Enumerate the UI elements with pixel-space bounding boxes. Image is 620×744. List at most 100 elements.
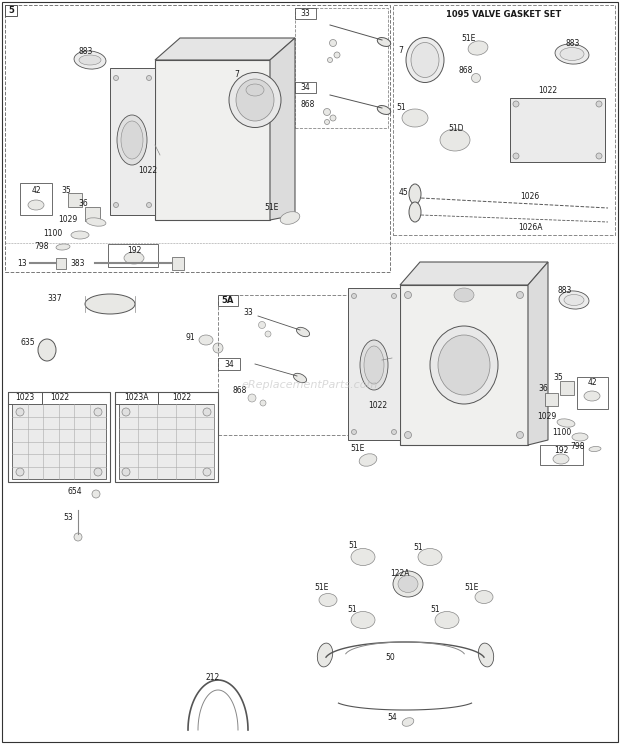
Text: 13: 13 — [17, 258, 27, 268]
Ellipse shape — [572, 433, 588, 441]
Ellipse shape — [364, 346, 384, 384]
Text: 91: 91 — [185, 333, 195, 341]
Bar — [577, 377, 608, 409]
Ellipse shape — [213, 343, 223, 353]
Ellipse shape — [71, 231, 89, 239]
Text: 51: 51 — [430, 606, 440, 615]
Circle shape — [74, 533, 82, 541]
Text: 34: 34 — [300, 83, 310, 92]
Text: 53: 53 — [63, 513, 73, 522]
Text: 51: 51 — [396, 103, 406, 112]
Ellipse shape — [409, 202, 421, 222]
Ellipse shape — [38, 339, 56, 361]
Text: 883: 883 — [79, 47, 93, 56]
Ellipse shape — [418, 548, 442, 565]
Text: 34: 34 — [224, 359, 234, 368]
Text: 1029: 1029 — [538, 411, 557, 420]
Ellipse shape — [564, 295, 584, 306]
Bar — [5, 5, 17, 16]
Circle shape — [92, 490, 100, 498]
Ellipse shape — [199, 335, 213, 345]
Ellipse shape — [393, 571, 423, 597]
Bar — [295, 8, 316, 19]
Text: 1022: 1022 — [172, 393, 192, 402]
Text: 1095 VALVE GASKET SET: 1095 VALVE GASKET SET — [446, 10, 562, 19]
Bar — [295, 8, 388, 128]
Text: 50: 50 — [385, 652, 395, 661]
Text: 1029: 1029 — [58, 214, 78, 223]
Ellipse shape — [330, 115, 336, 121]
Circle shape — [352, 429, 356, 434]
Ellipse shape — [557, 419, 575, 427]
Polygon shape — [348, 288, 400, 440]
Text: 42: 42 — [31, 185, 41, 194]
Ellipse shape — [402, 718, 414, 726]
Bar — [56, 258, 66, 269]
Bar — [85, 207, 100, 221]
Text: 42: 42 — [587, 377, 597, 386]
Text: 122A: 122A — [390, 569, 410, 579]
Circle shape — [122, 408, 130, 416]
Text: 7: 7 — [399, 45, 404, 54]
Ellipse shape — [435, 612, 459, 629]
Ellipse shape — [351, 612, 375, 629]
Bar — [108, 244, 158, 267]
Bar — [5, 5, 390, 272]
Ellipse shape — [293, 373, 306, 382]
Text: 635: 635 — [20, 338, 35, 347]
Ellipse shape — [236, 79, 274, 121]
Ellipse shape — [86, 218, 106, 226]
Text: 1026A: 1026A — [518, 222, 542, 231]
Bar — [295, 82, 316, 93]
Text: 868: 868 — [233, 385, 247, 394]
Circle shape — [352, 293, 356, 298]
Polygon shape — [155, 60, 270, 220]
Bar — [115, 392, 218, 482]
Text: 36: 36 — [78, 199, 88, 208]
Ellipse shape — [117, 115, 147, 165]
Circle shape — [146, 202, 151, 208]
Ellipse shape — [260, 400, 266, 406]
Ellipse shape — [334, 52, 340, 58]
Bar — [218, 295, 238, 306]
Circle shape — [146, 75, 151, 80]
Ellipse shape — [246, 84, 264, 96]
Ellipse shape — [402, 109, 428, 127]
Bar — [560, 381, 574, 395]
Circle shape — [113, 202, 118, 208]
Ellipse shape — [471, 74, 480, 83]
Circle shape — [203, 408, 211, 416]
Ellipse shape — [440, 129, 470, 151]
Text: 192: 192 — [127, 246, 141, 254]
Ellipse shape — [378, 37, 391, 46]
Polygon shape — [392, 356, 396, 360]
Ellipse shape — [454, 288, 474, 302]
Ellipse shape — [398, 576, 418, 592]
Ellipse shape — [229, 72, 281, 127]
Circle shape — [513, 153, 519, 159]
Text: 1100: 1100 — [43, 228, 63, 237]
Circle shape — [122, 468, 130, 476]
Text: 212: 212 — [206, 673, 220, 682]
Ellipse shape — [351, 548, 375, 565]
Circle shape — [404, 432, 412, 438]
Ellipse shape — [329, 39, 337, 47]
Text: 798: 798 — [571, 441, 585, 451]
Polygon shape — [400, 285, 528, 445]
Ellipse shape — [378, 106, 391, 115]
Circle shape — [516, 292, 523, 298]
Bar — [12, 404, 106, 479]
Text: 1022: 1022 — [138, 165, 157, 175]
Text: 33: 33 — [300, 8, 310, 18]
Ellipse shape — [430, 326, 498, 404]
Bar — [393, 5, 615, 235]
Ellipse shape — [589, 446, 601, 452]
Text: 868: 868 — [459, 65, 473, 74]
Circle shape — [16, 468, 24, 476]
Circle shape — [516, 432, 523, 438]
Ellipse shape — [468, 41, 488, 55]
Text: 54: 54 — [387, 713, 397, 722]
Ellipse shape — [319, 594, 337, 606]
Ellipse shape — [475, 591, 493, 603]
Text: 51: 51 — [413, 544, 423, 553]
